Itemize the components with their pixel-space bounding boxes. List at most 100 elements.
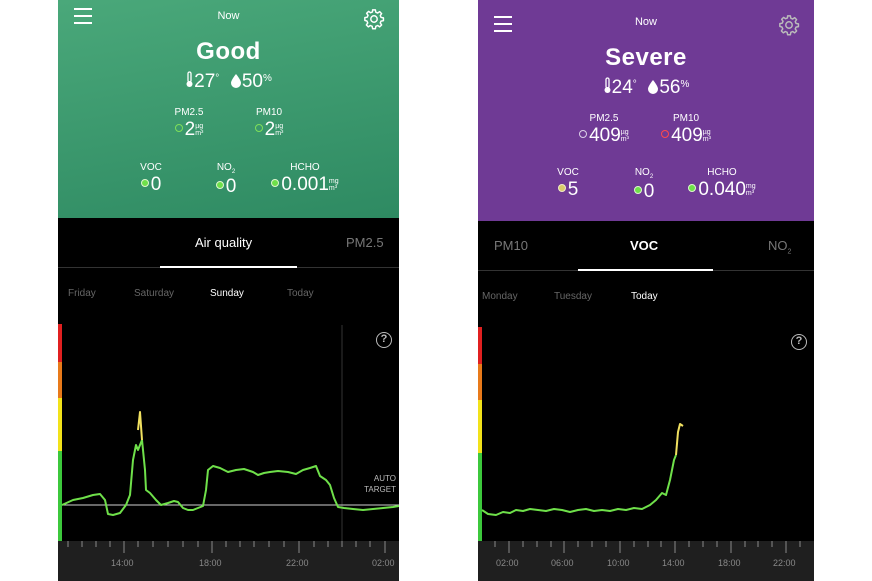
time-axis: 02:00 06:00 10:00 14:00 18:00 22:00 (478, 541, 814, 581)
thermometer-icon (186, 71, 193, 87)
help-icon[interactable]: ? (791, 334, 807, 350)
no2-label: NO (216, 162, 232, 173)
day-sunday[interactable]: Sunday (210, 288, 244, 299)
hcho-label: HCHO (290, 162, 320, 173)
day-saturday[interactable]: Saturday (134, 288, 175, 299)
unit-bottom: m³ (620, 136, 629, 143)
unit-top: µg (620, 129, 629, 136)
axis-label-1400: 14:00 (111, 558, 134, 568)
unit-top: µg (195, 123, 204, 130)
day-today[interactable]: Today (287, 288, 314, 299)
status-dot-icon (661, 129, 670, 138)
metric-tabs: PM10 VOC NO2 (478, 221, 814, 271)
air-quality-status: Severe (605, 44, 687, 71)
hcho-metric: HCHO 0.040mg m³ (680, 167, 764, 201)
droplet-icon (648, 80, 659, 94)
phone-screen-right: Now Severe 24° 56% PM2.5 409µg m³ PM10 40… (478, 0, 814, 581)
pm25-metric: PM2.5 2µg m³ (164, 107, 214, 141)
status-dot-icon (140, 178, 149, 187)
no2-label: NO (634, 167, 650, 178)
voc-value: 0 (150, 174, 162, 195)
voc-peak (675, 423, 684, 456)
auto-target-label: AUTO TARGET (364, 473, 396, 495)
pm10-label: PM10 (255, 107, 283, 118)
humidity-unit: % (680, 79, 690, 90)
pm25-label: PM2.5 (174, 107, 204, 118)
voc-series-line (481, 454, 677, 516)
humidity-value: 56 (659, 77, 681, 98)
pm10-value: 2 (264, 119, 276, 140)
temperature-value: 27 (194, 71, 216, 92)
phone-screen-left: Now Good 27° 50% PM2.5 2µg m³ PM10 2µg m³ … (58, 0, 399, 581)
humidity-value: 50 (241, 71, 263, 92)
status-dot-icon (174, 123, 183, 132)
tab-no2[interactable]: NO2 (768, 238, 791, 256)
menu-icon[interactable] (494, 16, 512, 32)
air-quality-status: Good (196, 38, 261, 65)
now-label: Now (217, 10, 240, 22)
menu-icon[interactable] (74, 8, 92, 24)
axis-label-1800: 18:00 (199, 558, 222, 568)
day-today[interactable]: Today (631, 291, 658, 302)
tab-air-quality[interactable]: Air quality (195, 235, 253, 250)
unit-top: µg (275, 123, 284, 130)
air-quality-peak (137, 411, 143, 441)
axis-label-1400: 14:00 (662, 558, 685, 568)
temperature-unit: ° (632, 79, 637, 90)
status-dot-icon (215, 180, 224, 189)
metric-tabs: Air quality PM2.5 (58, 218, 399, 268)
no2-label-sub: 2 (231, 169, 236, 175)
droplet-icon (230, 74, 241, 88)
tab-voc[interactable]: VOC (630, 238, 659, 253)
gear-icon[interactable] (363, 8, 385, 30)
axis-ticks (67, 541, 386, 553)
unit-bottom: m³ (275, 130, 284, 137)
temperature-unit: ° (215, 73, 220, 84)
tab-pm10[interactable]: PM10 (494, 238, 528, 253)
unit-bottom: m³ (745, 190, 755, 197)
tab-no2-sub: 2 (787, 248, 792, 256)
unit-bottom: m³ (195, 130, 204, 137)
no2-label-sub: 2 (649, 174, 654, 180)
air-quality-series-line (61, 439, 399, 516)
no2-metric: NO2 0 (624, 167, 664, 203)
temp-humidity-row: 27° 50% (58, 71, 399, 93)
help-icon[interactable]: ? (376, 332, 392, 348)
pm25-value: 2 (184, 119, 196, 140)
gear-icon[interactable] (778, 14, 800, 36)
pm25-label: PM2.5 (589, 113, 619, 124)
no2-metric: NO2 0 (206, 162, 246, 198)
unit-top: mg (745, 183, 756, 190)
no2-value: 0 (225, 176, 237, 197)
voc-label: VOC (140, 162, 162, 173)
unit-top: mg (328, 178, 339, 185)
status-dot-icon (254, 123, 263, 132)
pm25-value: 409 (589, 125, 621, 146)
axis-label-1800: 18:00 (718, 558, 741, 568)
active-tab-underline (160, 266, 297, 268)
auto-target-line2: TARGET (364, 485, 396, 494)
status-dot-icon (557, 183, 566, 192)
voc-metric: VOC 5 (548, 167, 588, 201)
pm10-value: 409 (671, 125, 703, 146)
temperature-value: 24 (611, 77, 633, 98)
voc-label: VOC (557, 167, 579, 178)
thermometer-icon (604, 77, 611, 93)
day-tuesday[interactable]: Tuesday (554, 291, 592, 302)
now-label: Now (634, 16, 657, 28)
hcho-label: HCHO (707, 167, 737, 178)
no2-value: 0 (643, 181, 655, 202)
air-quality-chart (61, 325, 399, 541)
axis-ticks (494, 541, 801, 553)
unit-bottom: m³ (328, 185, 338, 192)
hcho-metric: HCHO 0.001mg m³ (264, 162, 346, 196)
axis-label-0600: 06:00 (551, 558, 574, 568)
status-dot-icon (633, 185, 642, 194)
axis-label-2200: 22:00 (773, 558, 796, 568)
day-friday[interactable]: Friday (68, 288, 96, 299)
active-tab-underline (578, 269, 713, 271)
day-monday[interactable]: Monday (482, 291, 518, 302)
tab-pm25[interactable]: PM2.5 (346, 235, 384, 250)
hcho-value: 0.040 (698, 179, 746, 200)
voc-value: 5 (567, 179, 579, 200)
